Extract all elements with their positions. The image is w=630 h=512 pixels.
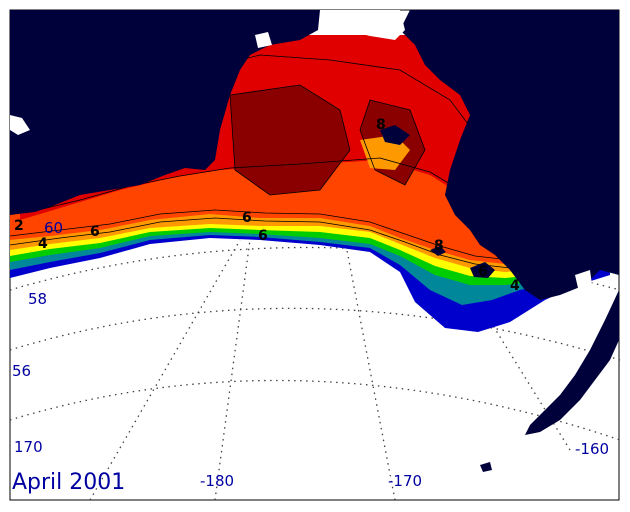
lat-label-58: 58 <box>28 290 48 308</box>
contour-label: 4 <box>510 278 520 294</box>
band-dark-red <box>230 85 350 195</box>
contour-label: 2 <box>14 218 24 234</box>
alaska-mainland <box>400 10 619 300</box>
map-title: April 2001 <box>12 470 126 495</box>
contour-label: 6 <box>478 264 488 280</box>
lat-label-56: 56 <box>12 362 32 380</box>
contour-label: 8 <box>376 117 386 133</box>
pribilof-island <box>430 246 446 256</box>
contour-label: 4 <box>38 236 48 252</box>
contour-label: 8 <box>434 238 444 254</box>
lon-label-neg160: -160 <box>575 440 610 458</box>
chukotka <box>10 10 320 215</box>
contour-label: 6 <box>90 224 100 240</box>
small-island <box>480 462 492 472</box>
lon-label-170w: 170 <box>14 438 43 456</box>
contour-label: 6 <box>242 210 252 226</box>
alaska-peninsula <box>525 290 619 435</box>
lon-label-neg170: -170 <box>388 472 423 490</box>
lat-label-60: 60 <box>44 219 64 237</box>
lon-label-180: -180 <box>200 472 235 490</box>
ice-patches <box>10 10 592 288</box>
nunivak-island <box>470 262 495 278</box>
landmass <box>10 10 619 472</box>
contour-label: 6 <box>258 228 268 244</box>
st-lawrence-island <box>380 125 410 145</box>
